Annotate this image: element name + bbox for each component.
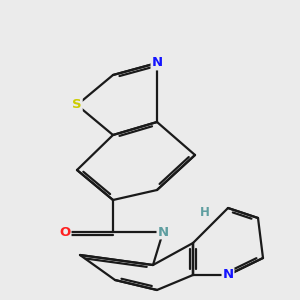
Text: N: N bbox=[158, 226, 169, 238]
Text: N: N bbox=[222, 268, 234, 281]
Text: S: S bbox=[72, 98, 82, 112]
Text: H: H bbox=[200, 206, 210, 218]
Text: O: O bbox=[59, 226, 70, 238]
Text: N: N bbox=[152, 56, 163, 70]
